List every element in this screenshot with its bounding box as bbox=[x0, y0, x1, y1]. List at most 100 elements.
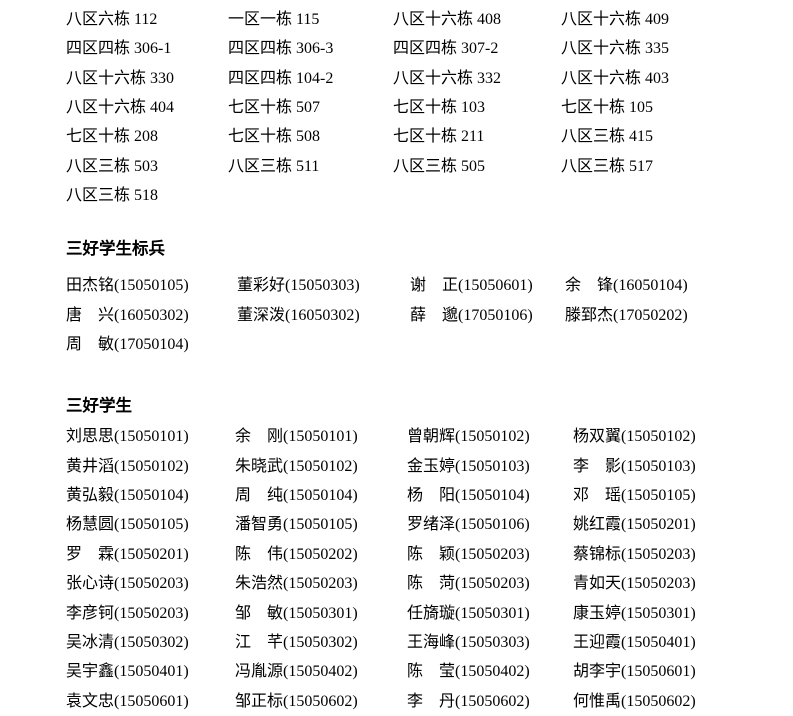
dorm-room-entry: 七区十栋 103 bbox=[393, 99, 486, 117]
student-entry: 罗绪泽(15050106) bbox=[407, 516, 530, 534]
pacesetter-student-entry: 谢 正(15050601) bbox=[410, 277, 533, 295]
student-entry: 朱浩然(15050203) bbox=[235, 575, 358, 593]
student-entry: 杨双翼(15050102) bbox=[573, 428, 696, 446]
dorm-room-entry: 七区十栋 507 bbox=[228, 99, 321, 117]
student-entry: 邹正标(15050602) bbox=[235, 692, 358, 710]
list-row: 八区三栋 503 八区三栋 511 八区三栋 505 八区三栋 517 bbox=[66, 152, 793, 181]
pacesetter-student-entry: 余 锋(16050104) bbox=[565, 277, 688, 295]
list-row: 袁文忠(15050601) 邹正标(15050602) 李 丹(15050602) 何… bbox=[66, 687, 793, 716]
student-entry: 金玉婷(15050103) bbox=[407, 457, 530, 475]
dorm-room-entry: 四区四栋 104-2 bbox=[228, 69, 334, 87]
list-row: 七区十栋 208 七区十栋 508 七区十栋 211 八区三栋 415 bbox=[66, 122, 793, 151]
student-entry: 刘思思(15050101) bbox=[66, 428, 189, 446]
student-entry: 余 刚(15050101) bbox=[235, 428, 358, 446]
student-entry: 罗 霖(15050201) bbox=[66, 545, 189, 563]
list-row: 吴宇鑫(15050401) 冯胤源(15050402) 陈 莹(15050402) 胡… bbox=[66, 657, 793, 686]
list-row: 刘思思(15050101) 余 刚(15050101) 曾朝辉(15050102) 杨… bbox=[66, 422, 793, 451]
dorm-room-entry: 八区十六栋 408 bbox=[393, 11, 502, 28]
list-row: 黄弘毅(15050104) 周 纯(15050104) 杨 阳(15050104) 邓… bbox=[66, 481, 793, 510]
student-entry: 李彦钶(15050203) bbox=[66, 604, 189, 622]
dorm-room-entry: 八区十六栋 409 bbox=[561, 11, 670, 28]
student-entry: 李 丹(15050602) bbox=[407, 692, 530, 710]
list-row: 八区六栋 112 一区一栋 115 八区十六栋 408 八区十六栋 409 bbox=[66, 5, 793, 34]
list-row: 周 敏(17050104) bbox=[66, 330, 793, 359]
student-entry: 吴冰清(15050302) bbox=[66, 633, 189, 651]
dorm-room-entry: 七区十栋 208 bbox=[66, 128, 159, 146]
dorm-room-entry: 八区三栋 511 bbox=[228, 157, 320, 175]
student-entry: 杨 阳(15050104) bbox=[407, 487, 530, 505]
student-entry: 江 芊(15050302) bbox=[235, 633, 358, 651]
list-row: 吴冰清(15050302) 江 芊(15050302) 王海峰(15050303) 王… bbox=[66, 628, 793, 657]
pacesetter-student-entry: 唐 兴(16050302) bbox=[66, 306, 189, 324]
list-row: 罗 霖(15050201) 陈 伟(15050202) 陈 颖(15050203) 蔡… bbox=[66, 540, 793, 569]
student-entry: 陈 颖(15050203) bbox=[407, 545, 530, 563]
dorm-room-entry: 八区三栋 517 bbox=[561, 157, 654, 175]
dorm-room-entry: 八区三栋 415 bbox=[561, 128, 654, 146]
student-entry: 姚红霞(15050201) bbox=[573, 516, 696, 534]
pacesetter-student-entry: 田杰铭(15050105) bbox=[66, 277, 189, 295]
student-entry: 蔡锦标(15050203) bbox=[573, 545, 696, 563]
pacesetters-heading: 三好学生标兵 bbox=[66, 239, 165, 259]
dorm-room-list: 八区六栋 112 一区一栋 115 八区十六栋 408 八区十六栋 409 四区四栋 3… bbox=[66, 5, 793, 210]
dorm-room-entry: 七区十栋 508 bbox=[228, 128, 321, 146]
dorm-room-entry: 四区四栋 306-3 bbox=[228, 40, 334, 58]
student-entry: 杨慧圆(15050105) bbox=[66, 516, 189, 534]
student-entry: 青如天(15050203) bbox=[573, 575, 696, 593]
dorm-room-entry: 七区十栋 105 bbox=[561, 99, 654, 117]
pacesetter-student-entry: 董深泼(16050302) bbox=[237, 306, 360, 324]
list-row: 八区十六栋 404 七区十栋 507 七区十栋 103 七区十栋 105 bbox=[66, 93, 793, 122]
dorm-room-entry: 八区十六栋 404 bbox=[66, 99, 175, 117]
student-entry: 王海峰(15050303) bbox=[407, 633, 530, 651]
student-entry: 康玉婷(15050301) bbox=[573, 604, 696, 622]
list-row: 李彦钶(15050203) 邹 敏(15050301) 任旖璇(15050301) 康… bbox=[66, 599, 793, 628]
student-entry: 袁文忠(15050601) bbox=[66, 692, 189, 710]
student-entry: 胡李宇(15050601) bbox=[573, 663, 696, 681]
student-entry: 何惟禹(15050602) bbox=[573, 692, 696, 710]
pacesetters-list: 田杰铭(15050105) 董彩好(15050303) 谢 正(15050601) 余… bbox=[66, 271, 793, 359]
dorm-room-entry: 八区六栋 112 bbox=[66, 11, 158, 28]
dorm-room-entry: 八区三栋 505 bbox=[393, 157, 486, 175]
three-good-students-list: 刘思思(15050101) 余 刚(15050101) 曾朝辉(15050102) 杨… bbox=[66, 422, 793, 715]
student-entry: 朱晓武(15050102) bbox=[235, 457, 358, 475]
student-entry: 冯胤源(15050402) bbox=[235, 663, 358, 681]
dorm-room-entry: 四区四栋 307-2 bbox=[393, 40, 499, 58]
student-entry: 邓 瑶(15050105) bbox=[573, 487, 696, 505]
dorm-room-entry: 八区十六栋 335 bbox=[561, 40, 670, 58]
student-entry: 王迎霞(15050401) bbox=[573, 633, 696, 651]
list-row: 八区三栋 518 bbox=[66, 181, 793, 210]
student-entry: 曾朝辉(15050102) bbox=[407, 428, 530, 446]
student-entry: 陈 莹(15050402) bbox=[407, 663, 530, 681]
student-entry: 邹 敏(15050301) bbox=[235, 604, 358, 622]
pacesetter-student-entry: 周 敏(17050104) bbox=[66, 336, 189, 354]
dorm-room-entry: 七区十栋 211 bbox=[393, 128, 485, 146]
list-row: 四区四栋 306-1 四区四栋 306-3 四区四栋 307-2 八区十六栋 335 bbox=[66, 34, 793, 63]
list-row: 张心诗(15050203) 朱浩然(15050203) 陈 菏(15050203) 青… bbox=[66, 569, 793, 598]
dorm-room-entry: 一区一栋 115 bbox=[228, 11, 320, 28]
list-row: 杨慧圆(15050105) 潘智勇(15050105) 罗绪泽(15050106) 姚… bbox=[66, 510, 793, 539]
list-row: 唐 兴(16050302) 董深泼(16050302) 薛 邈(17050106) 滕… bbox=[66, 301, 793, 330]
pacesetter-student-entry: 董彩好(15050303) bbox=[237, 277, 360, 295]
pacesetter-student-entry: 薛 邈(17050106) bbox=[410, 306, 533, 324]
list-row: 田杰铭(15050105) 董彩好(15050303) 谢 正(15050601) 余… bbox=[66, 271, 793, 300]
student-entry: 李 影(15050103) bbox=[573, 457, 696, 475]
list-row: 八区十六栋 330 四区四栋 104-2 八区十六栋 332 八区十六栋 403 bbox=[66, 64, 793, 93]
student-entry: 潘智勇(15050105) bbox=[235, 516, 358, 534]
student-entry: 黄井滔(15050102) bbox=[66, 457, 189, 475]
student-entry: 吴宇鑫(15050401) bbox=[66, 663, 189, 681]
dorm-room-entry: 四区四栋 306-1 bbox=[66, 40, 172, 58]
student-entry: 任旖璇(15050301) bbox=[407, 604, 530, 622]
dorm-room-entry: 八区十六栋 330 bbox=[66, 69, 175, 87]
dorm-room-entry: 八区十六栋 332 bbox=[393, 69, 502, 87]
student-entry: 周 纯(15050104) bbox=[235, 487, 358, 505]
student-entry: 陈 菏(15050203) bbox=[407, 575, 530, 593]
student-entry: 张心诗(15050203) bbox=[66, 575, 189, 593]
dorm-room-entry: 八区十六栋 403 bbox=[561, 69, 670, 87]
list-row: 黄井滔(15050102) 朱晓武(15050102) 金玉婷(15050103) 李… bbox=[66, 452, 793, 481]
student-entry: 黄弘毅(15050104) bbox=[66, 487, 189, 505]
dorm-room-entry: 八区三栋 503 bbox=[66, 157, 159, 175]
student-entry: 陈 伟(15050202) bbox=[235, 545, 358, 563]
dorm-room-entry: 八区三栋 518 bbox=[66, 187, 159, 205]
three-good-students-heading: 三好学生 bbox=[66, 396, 132, 416]
pacesetter-student-entry: 滕郅杰(17050202) bbox=[565, 306, 688, 324]
